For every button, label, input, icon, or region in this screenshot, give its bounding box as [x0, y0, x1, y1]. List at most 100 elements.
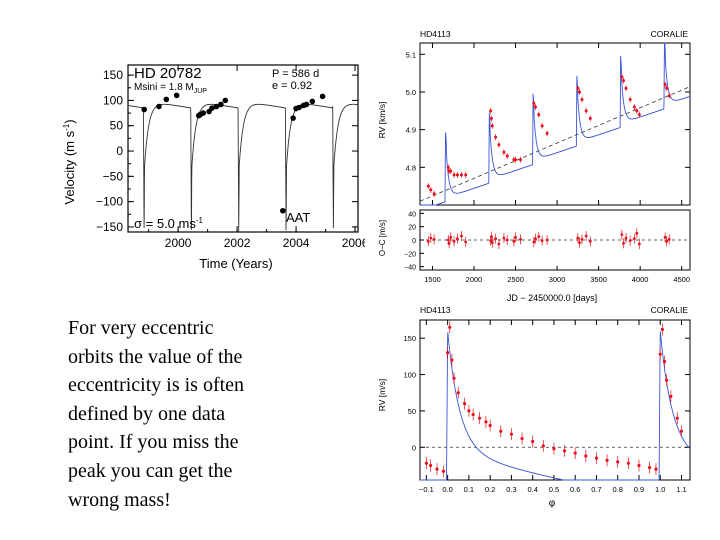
hd4113-phase-point: [541, 444, 545, 448]
hd4113-phase-point: [452, 376, 456, 380]
hd4113-rv-point: [665, 86, 669, 90]
hd4113-phase-point: [441, 469, 445, 473]
hd4113-rv-point: [584, 109, 588, 113]
hd4113-phase-point: [669, 394, 673, 398]
hd4113-rv-point: [533, 105, 537, 109]
hd4113-resid-point: [432, 237, 436, 241]
hd4113-timeseries-chart: 4.8 4.9 5.0 5.1 40 20 0 −20 −40 1500 2000 2500 3000…: [377, 29, 691, 303]
hd4113-trend-dashed: [419, 86, 691, 202]
hd4113-phase-points: [424, 321, 684, 478]
hd4113-resid-xtick-label: 4000: [632, 275, 649, 284]
hd4113-phase-point: [477, 416, 482, 420]
hd4113-top-resid-ylabel: O−C [m/s]: [378, 220, 387, 256]
hd4113-resid-point: [514, 235, 517, 239]
hd4113-orbit-curve: [420, 42, 691, 206]
hd4113-rv-point: [490, 124, 494, 128]
hd4113-phase-xtick-label: 0.6: [570, 485, 580, 494]
hd4113-resid-point: [505, 238, 509, 242]
hd4113-resid-point: [576, 236, 580, 240]
hd4113-rv-point: [622, 79, 626, 83]
hd20782-data-points: [141, 92, 326, 214]
hd4113-phase-point: [660, 327, 664, 332]
hd4113-phase-point: [665, 378, 669, 382]
hd4113-rv-point: [628, 98, 632, 102]
hd4113-phase-point: [675, 416, 679, 420]
hd4113-phase-point: [471, 412, 475, 417]
hd4113-rv-point: [545, 131, 549, 135]
hd4113-phase-point: [424, 461, 428, 465]
hd4113-phase-curve: [420, 331, 691, 481]
hd20782-telescope-label: AAT: [286, 210, 310, 225]
hd4113-rv-point: [663, 82, 667, 86]
hd4113-rv-point: [446, 165, 450, 169]
hd20782-ecc-label: e = 0.92: [272, 80, 312, 92]
hd4113-rv-point: [502, 150, 506, 154]
hd20782-xtick-label: 2004: [283, 236, 310, 250]
hd4113-phase-point: [562, 449, 567, 453]
hd4113-rv-point: [455, 173, 459, 177]
hd4113-rv-point: [667, 94, 671, 98]
hd4113-phase-point: [499, 429, 503, 433]
hd4113-phase-axes: 150 100 50 0 −0.1 0.0 0.1 0.2 0.3 0.4 0.5 0.6 0.7 0.8…: [403, 319, 691, 494]
hd20782-data-point: [303, 101, 310, 108]
hd4113-rv-point: [588, 116, 592, 120]
hd4113-rv-ytick-label: 5.1: [406, 50, 416, 59]
hd20782-data-point: [218, 101, 224, 108]
hd4113-resid-point: [497, 242, 501, 246]
hd4113-rv-ytick-label: 5.0: [406, 88, 416, 97]
hd4113-resid-point: [449, 235, 453, 239]
hd4113-top-instrument-label: CORALIE: [651, 29, 689, 39]
hd20782-data-point: [163, 96, 170, 103]
hd4113-resid-point: [667, 237, 671, 241]
hd20782-annotations: HD 20782 Msini = 1.8 MJUP P = 586 d e = …: [62, 65, 319, 271]
hd4113-rv-ytick-label: 4.9: [406, 126, 416, 135]
hd4113-resid-ytick-label: −40: [404, 265, 416, 272]
hd20782-ytick-label: −150: [96, 220, 123, 234]
hd4113-resid-point: [545, 238, 549, 242]
hd4113-resid-point: [460, 234, 463, 238]
hd4113-phase-xtick-label: −0.1: [419, 485, 434, 494]
hd4113-phase-ytick-label: 50: [408, 407, 416, 416]
hd4113-rv-point: [532, 101, 536, 105]
hd4113-phase-xtick-label: 1.1: [676, 485, 686, 494]
hd20782-data-point: [319, 93, 326, 100]
hd4113-resid-point: [537, 235, 541, 239]
hd4113-phase-point: [488, 423, 492, 428]
hd4113-phase-chart: 150 100 50 0 −0.1 0.0 0.1 0.2 0.3 0.4 0.5 0.6 0.7 0.8…: [377, 305, 691, 509]
hd4113-resid-point: [665, 239, 669, 243]
hd20782-msini-label: Msini = 1.8 MJUP: [134, 82, 207, 95]
hd4113-phase-point: [467, 409, 471, 413]
hd4113-phase-frame: [419, 319, 691, 481]
hd20782-ytick-label: −100: [96, 195, 123, 209]
hd4113-resid-point: [624, 236, 628, 240]
hd4113-phase-point: [531, 439, 535, 444]
hd4113-phase-ytick-label: 150: [403, 334, 416, 343]
hd4113-top-ylabel: RV [km/s]: [377, 102, 387, 139]
hd4113-resid-point: [622, 241, 625, 245]
hd4113-rv-point: [505, 154, 509, 158]
hd4113-phase-point: [679, 429, 684, 433]
hd20782-chart: 150 100 50 0 −50 −100 −150 2000 2002 2004 2006 HD …: [62, 64, 365, 271]
hd20782-xtick-label: 2006: [342, 236, 365, 250]
hd4113-phase-point: [520, 436, 524, 441]
hd4113-phase-point: [616, 460, 620, 464]
hd4113-orbit-path: [420, 42, 691, 206]
hd4113-phase-xtick-label: 0.9: [634, 485, 644, 494]
hd4113-resid-point: [429, 236, 433, 240]
hd4113-resid-point: [464, 240, 468, 244]
hd4113-resid-xtick-label: 2500: [507, 275, 524, 284]
hd4113-resid-point: [502, 236, 506, 240]
hd4113-resid-point: [540, 239, 544, 243]
hd4113-phase-point: [435, 467, 439, 471]
hd4113-resid-point: [494, 237, 497, 241]
hd4113-trend-line: [419, 86, 691, 202]
hd4113-resid-ytick-label: 20: [408, 225, 416, 232]
caption-text: For very eccentric orbits the value of t…: [68, 317, 245, 511]
hd4113-resid-point: [532, 240, 536, 244]
hd4113-phase-point: [456, 391, 460, 395]
hd4113-resid-point: [447, 241, 451, 245]
hd4113-rv-point: [576, 86, 580, 90]
hd20782-data-point: [290, 115, 296, 121]
hd4113-rv-frame: [419, 42, 691, 206]
hd4113-phase-ytick-label: 100: [403, 371, 416, 380]
